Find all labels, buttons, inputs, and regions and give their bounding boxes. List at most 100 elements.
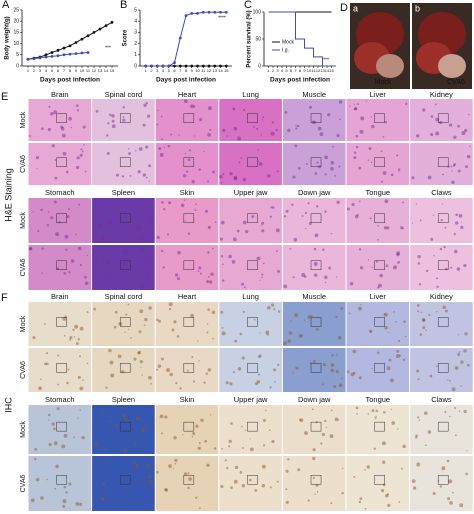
texture: [396, 251, 401, 256]
texture: [69, 336, 73, 340]
texture: [75, 502, 80, 506]
inset-box: [247, 113, 258, 123]
texture: [304, 211, 308, 215]
x-tick-label: 15: [110, 68, 115, 73]
texture: [129, 230, 131, 232]
point: [56, 54, 60, 58]
texture: [329, 434, 334, 439]
texture: [241, 484, 246, 488]
texture: [109, 360, 114, 365]
inset-box: [437, 475, 449, 485]
texture: [307, 315, 311, 319]
texture: [167, 144, 171, 148]
texture: [183, 174, 187, 178]
texture: [172, 468, 175, 470]
texture: [272, 368, 276, 372]
texture: [307, 499, 310, 502]
texture: [221, 326, 224, 329]
texture: [451, 387, 456, 392]
texture: [61, 133, 66, 138]
texture: [125, 313, 128, 316]
texture: [359, 200, 361, 203]
texture: [261, 229, 265, 233]
group-label: IHC: [3, 397, 13, 413]
inset-box: [247, 317, 258, 327]
inset-box: [56, 113, 67, 123]
point: [144, 64, 148, 68]
texture: [175, 381, 178, 385]
texture: [171, 328, 175, 332]
texture: [133, 357, 137, 361]
texture: [62, 151, 67, 156]
texture: [199, 507, 201, 510]
texture: [366, 465, 370, 469]
texture: [38, 386, 42, 391]
column-header: Skin: [180, 395, 195, 404]
x-tick-label: 14: [104, 68, 109, 73]
y-tick-label: 25: [13, 7, 19, 13]
x-tick-label: 2: [33, 68, 36, 73]
micrograph: [282, 245, 346, 290]
texture: [47, 127, 51, 132]
inset-box: [437, 363, 449, 373]
texture: [81, 435, 85, 440]
texture: [314, 172, 318, 175]
inset-box: [374, 317, 385, 327]
inset-box: [437, 157, 449, 167]
x-tick-label: 13: [213, 68, 218, 73]
texture: [158, 319, 161, 323]
texture: [128, 152, 131, 155]
texture: [260, 224, 262, 226]
texture: [94, 443, 98, 447]
texture: [335, 369, 339, 374]
inset-box: [374, 113, 385, 123]
texture: [451, 180, 455, 185]
texture: [377, 238, 379, 241]
texture: [124, 331, 126, 333]
texture: [108, 420, 112, 423]
y-tick-label: 1: [134, 52, 137, 58]
texture: [330, 363, 335, 367]
texture: [150, 382, 152, 385]
texture: [416, 462, 421, 467]
column-header: Lung: [242, 90, 259, 99]
texture: [353, 103, 355, 105]
texture: [456, 267, 461, 271]
texture: [149, 216, 153, 220]
texture: [276, 480, 279, 483]
texture: [148, 375, 152, 380]
texture: [379, 273, 383, 278]
texture: [242, 310, 245, 314]
texture: [403, 320, 406, 323]
inset-box: [437, 213, 449, 223]
micrograph: [155, 198, 219, 243]
texture: [271, 121, 274, 124]
texture: [195, 203, 197, 206]
texture: [419, 333, 423, 336]
point: [184, 14, 188, 17]
texture: [262, 418, 266, 422]
column-header: Liver: [370, 90, 387, 99]
point: [26, 57, 30, 61]
texture: [315, 483, 319, 487]
texture: [295, 366, 299, 370]
texture: [447, 497, 451, 501]
texture: [390, 173, 394, 177]
texture: [221, 263, 224, 266]
x-tick-label: 1: [27, 68, 30, 73]
texture: [114, 310, 118, 314]
texture: [365, 100, 368, 102]
texture: [451, 491, 454, 494]
texture: [80, 148, 83, 151]
texture: [220, 310, 224, 314]
texture: [313, 247, 317, 251]
texture: [439, 485, 443, 488]
x-tick-label: 4: [281, 68, 284, 73]
texture: [416, 303, 420, 307]
column-header: Kidney: [430, 292, 453, 301]
texture: [424, 411, 428, 415]
texture: [453, 406, 457, 410]
texture: [262, 444, 266, 447]
texture: [427, 430, 432, 434]
texture: [35, 155, 40, 160]
